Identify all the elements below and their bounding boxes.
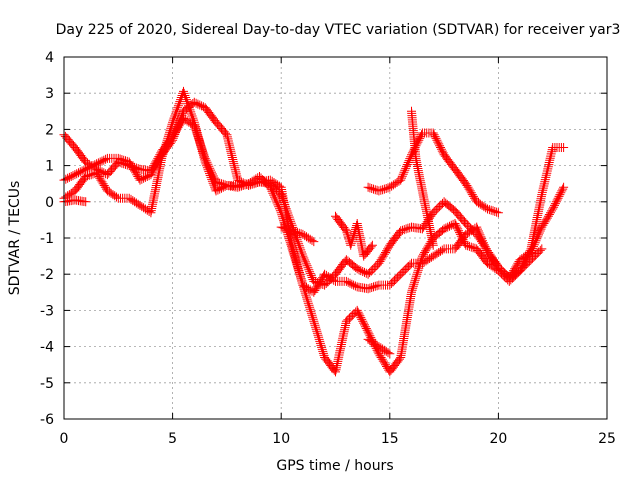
y-tick-label: -1 (40, 231, 54, 247)
series-trace-5 (276, 222, 319, 247)
x-tick-label: 10 (272, 431, 290, 447)
x-tick-label: 0 (60, 431, 69, 447)
series-markers (276, 222, 319, 247)
y-tick-label: -3 (40, 303, 54, 319)
y-tick-label: -4 (40, 340, 54, 356)
series-trace-3 (59, 86, 569, 377)
series-markers (59, 86, 569, 377)
x-axis-label: GPS time / hours (276, 458, 393, 474)
series-markers (331, 211, 377, 261)
y-tick-label: 2 (45, 122, 54, 138)
chart-title: Day 225 of 2020, Sidereal Day-to-day VTE… (56, 22, 621, 38)
series-trace-9 (331, 211, 377, 261)
x-tick-label: 5 (168, 431, 177, 447)
series-trace-8 (407, 106, 438, 250)
series-markers (363, 128, 503, 218)
series-markers (407, 106, 438, 250)
series-trace-7 (363, 334, 395, 359)
grid (64, 57, 607, 419)
data-markers (59, 86, 569, 377)
x-tick-label: 25 (598, 431, 616, 447)
y-tick-label: 4 (45, 50, 54, 66)
y-tick-label: 3 (45, 86, 54, 102)
plot-frame (63, 56, 608, 420)
series-markers (363, 334, 395, 359)
y-tick-label: 0 (45, 195, 54, 211)
y-tick-label: -2 (40, 267, 54, 283)
x-tick-label: 15 (381, 431, 399, 447)
axis-ticks: 0 5 10 15 20 25 -6 -5 -4 -3 -2 -1 0 1 2 3 4 (40, 50, 616, 447)
y-tick-label: -5 (40, 376, 54, 392)
y-axis-label: SDTVAR / TECUs (7, 181, 23, 296)
y-tick-label: -6 (40, 412, 54, 428)
series-trace-6 (363, 128, 503, 218)
y-tick-label: 1 (45, 159, 54, 175)
x-tick-label: 20 (489, 431, 507, 447)
